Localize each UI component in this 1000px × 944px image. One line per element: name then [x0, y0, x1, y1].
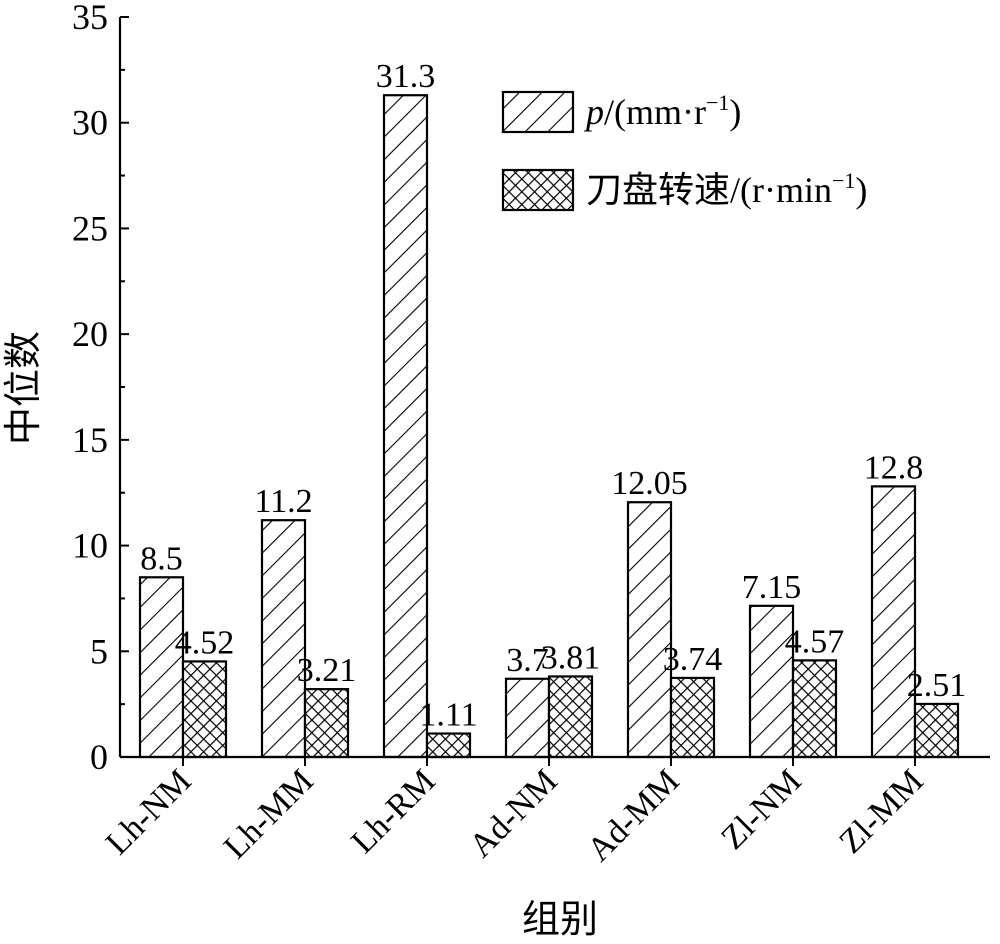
- bar-s1-ad-mm: [669, 676, 716, 759]
- data-label-s1-lh-mm: 3.21: [297, 652, 357, 689]
- data-label-s0-lh-mm: 11.2: [254, 483, 312, 520]
- data-label-s1-ad-mm: 3.74: [663, 641, 723, 678]
- legend-label-part: 刀盘转速/(r·min: [586, 170, 832, 210]
- x-tick-label: Ad-NM: [462, 762, 564, 864]
- legend-label-0: p/(mm·r−1): [583, 90, 741, 132]
- bar-s0-zl-nm: [748, 604, 795, 759]
- y-tick-label: 30: [72, 103, 108, 143]
- legend-label-part: ): [729, 92, 741, 132]
- data-label-s0-ad-mm: 12.05: [611, 465, 688, 502]
- y-ticks-group: 0 5 10 15 20 25 30 35: [72, 0, 129, 777]
- bar-s1-lh-nm: [181, 660, 228, 759]
- x-tick-label: Zl-NM: [714, 762, 808, 856]
- data-label-s0-zl-mm: 12.8: [864, 449, 924, 486]
- x-tick-label: Lh-NM: [99, 762, 199, 862]
- data-label-s0-lh-nm: 8.5: [140, 540, 183, 577]
- y-tick-label: 35: [72, 0, 108, 37]
- bar-s1-zl-nm: [791, 659, 838, 759]
- x-tick-label: Lh-MM: [217, 762, 321, 866]
- x-axis-title: 组别: [522, 899, 598, 941]
- bar-s0-lh-nm: [138, 576, 185, 759]
- data-label-s1-lh-nm: 4.52: [175, 624, 235, 661]
- data-label-s1-zl-nm: 4.57: [785, 623, 845, 660]
- x-tick-label: Lh-RM: [344, 762, 442, 860]
- legend-swatch-1: [501, 168, 575, 212]
- bar-s0-lh-rm: [382, 94, 429, 759]
- bar-s1-lh-rm: [425, 732, 472, 759]
- y-tick-label: 15: [72, 420, 108, 460]
- x-tick-label: Zl-MM: [832, 762, 930, 860]
- legend: p/(mm·r−1)刀盘转速/(r·min−1): [501, 90, 867, 212]
- data-label-s1-zl-mm: 2.51: [907, 667, 967, 704]
- bar-s0-lh-mm: [260, 519, 307, 759]
- data-labels-group: 8.5 4.52 11.2 3.21 31.3 1.11 3.73.81 12.05 3.74 7…: [140, 58, 966, 733]
- legend-label-superscript: −1: [706, 90, 729, 115]
- data-label-s1-lh-rm: 1.11: [419, 697, 477, 734]
- legend-label-part: ): [855, 170, 867, 210]
- bar-s1-ad-nm: [547, 675, 594, 759]
- bar-s1-lh-mm: [303, 688, 350, 759]
- legend-item-1: 刀盘转速/(r·min−1): [501, 168, 867, 212]
- bar-s1-zl-mm: [913, 702, 960, 759]
- x-ticks-group: Lh-NM Lh-MM Lh-RM Ad-NM Ad-MM Zl-NM Zl-MM: [99, 757, 931, 869]
- legend-label-1: 刀盘转速/(r·min−1): [586, 168, 867, 210]
- bar-s0-zl-mm: [870, 485, 917, 759]
- data-label-s0-lh-rm: 31.3: [376, 58, 436, 95]
- y-tick-label: 5: [90, 631, 108, 671]
- legend-label-part: p: [583, 92, 604, 132]
- y-tick-label: 25: [72, 208, 108, 248]
- y-tick-label: 20: [72, 314, 108, 354]
- x-tick-label: Ad-MM: [580, 762, 686, 868]
- bar-s0-ad-mm: [626, 501, 673, 759]
- legend-item-0: p/(mm·r−1): [501, 90, 741, 134]
- y-tick-label: 10: [72, 526, 108, 566]
- legend-label-superscript: −1: [832, 168, 855, 193]
- legend-swatch-0: [501, 90, 575, 134]
- data-label-s1-ad-nm: 3.81: [541, 639, 601, 676]
- bars-group: [138, 94, 960, 759]
- legend-label-part: /(mm·r: [604, 92, 706, 132]
- data-label-s0-zl-nm: 7.15: [742, 569, 802, 606]
- bar-s0-ad-nm: [504, 677, 551, 759]
- y-axis-title: 中位数: [3, 331, 45, 445]
- y-tick-label: 0: [90, 737, 108, 777]
- data-label-s0-ad-nm: 3.7: [506, 642, 549, 679]
